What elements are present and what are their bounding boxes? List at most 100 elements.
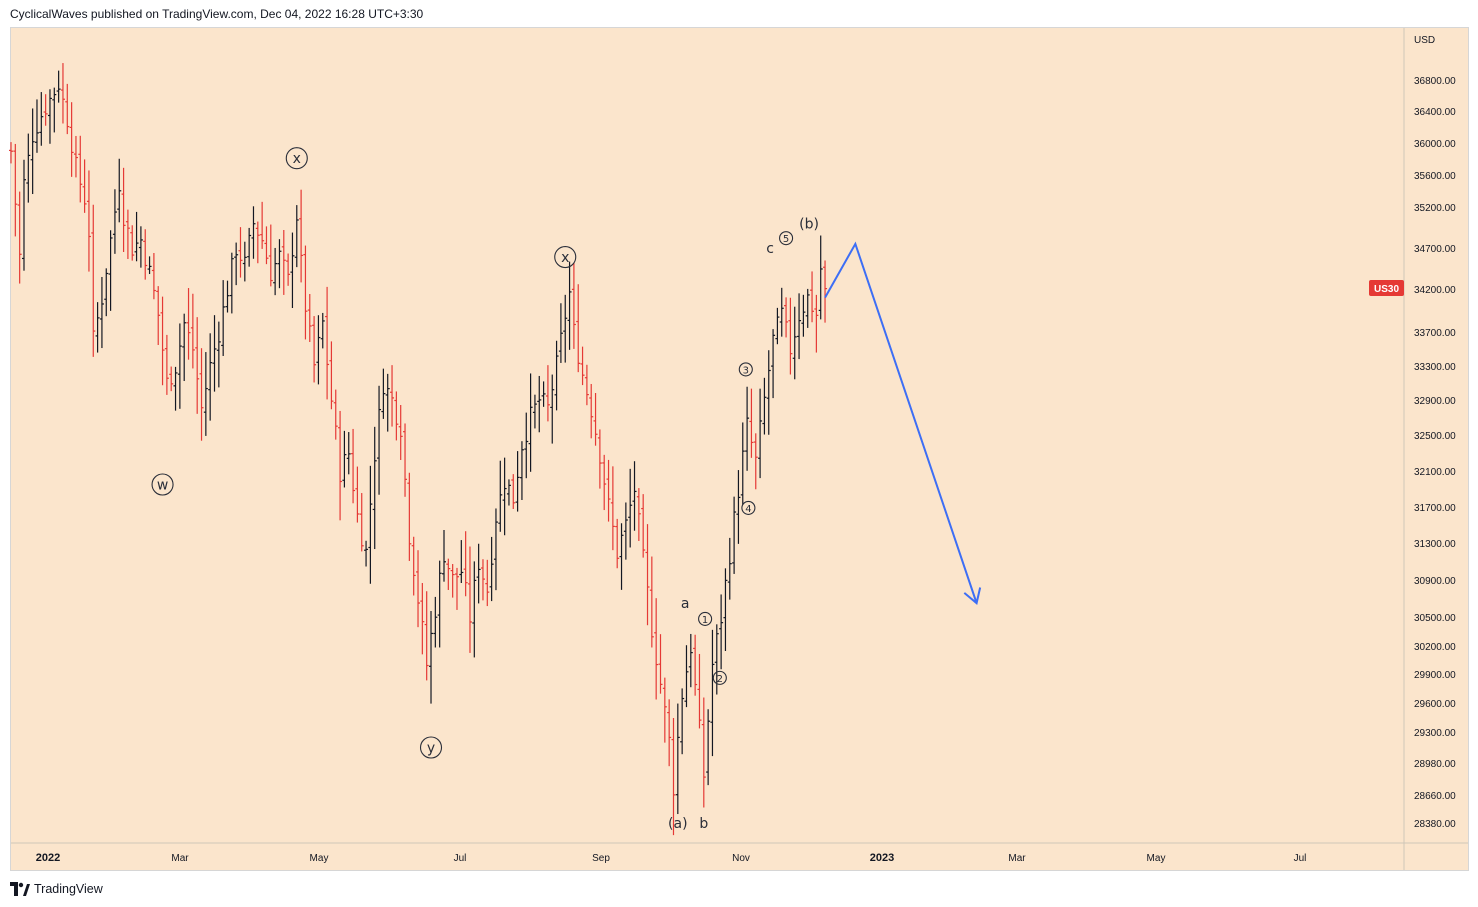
time-scale[interactable]: 2022 Mar May Jul Sep Nov 2023 Mar May Jul bbox=[36, 852, 1307, 864]
ohlc-bar bbox=[247, 227, 252, 267]
ohlc-bar bbox=[654, 598, 659, 700]
ohlc-bar bbox=[117, 158, 122, 223]
ohlc-bar bbox=[303, 245, 308, 340]
ohlc-bar bbox=[43, 94, 48, 126]
ohlc-bar bbox=[342, 430, 347, 488]
ohlc-bar bbox=[368, 465, 373, 584]
ohlc-bar bbox=[199, 348, 204, 441]
ohlc-bar bbox=[545, 365, 550, 422]
ohlc-bar bbox=[277, 239, 282, 289]
footer-brand[interactable]: TradingView bbox=[34, 882, 103, 896]
wave-label-text: 5 bbox=[783, 234, 789, 245]
y-tick-label: 36800.00 bbox=[1414, 76, 1456, 87]
ohlc-bar bbox=[485, 559, 490, 607]
ohlc-bar bbox=[251, 206, 256, 259]
ohlc-bar bbox=[186, 288, 191, 360]
ohlc-bar bbox=[264, 226, 269, 265]
ohlc-bar bbox=[493, 508, 498, 591]
ohlc-bar bbox=[554, 340, 559, 411]
wave-label: (a) bbox=[668, 816, 688, 832]
y-tick-label: 33300.00 bbox=[1414, 362, 1456, 373]
ohlc-bar bbox=[489, 536, 494, 602]
ohlc-bar bbox=[255, 221, 260, 264]
ohlc-bar bbox=[671, 718, 676, 836]
ohlc-bar bbox=[147, 256, 152, 275]
tradingview-logo-icon[interactable] bbox=[10, 882, 30, 896]
ohlc-bar bbox=[65, 83, 70, 135]
ohlc-bar bbox=[571, 263, 576, 349]
ohlc-bar bbox=[416, 550, 421, 628]
ohlc-bar bbox=[234, 242, 239, 286]
y-tick-label: 30200.00 bbox=[1414, 642, 1456, 653]
x-tick-label: May bbox=[310, 853, 329, 864]
y-tick-label: 29300.00 bbox=[1414, 728, 1456, 739]
ohlc-bar bbox=[463, 531, 468, 597]
y-tick-label: 36400.00 bbox=[1414, 107, 1456, 118]
ohlc-bar bbox=[740, 422, 745, 505]
ohlc-bar bbox=[675, 703, 680, 815]
wave-label-circle bbox=[738, 362, 753, 377]
ohlc-bar bbox=[99, 276, 104, 349]
ohlc-bar bbox=[524, 412, 529, 479]
wave-label-text: w bbox=[157, 478, 168, 494]
wave-label: c bbox=[766, 241, 774, 257]
ohlc-bar bbox=[779, 287, 784, 337]
ohlc-bar bbox=[39, 92, 44, 146]
ohlc-bar bbox=[528, 373, 533, 472]
ohlc-bar bbox=[502, 457, 507, 536]
ohlc-bar bbox=[125, 209, 130, 259]
ohlc-bar bbox=[151, 252, 156, 300]
ohlc-bar bbox=[688, 633, 693, 688]
ohlc-bar bbox=[476, 543, 481, 604]
wave-label-text: (a) bbox=[668, 816, 688, 832]
wave-label-text: 4 bbox=[745, 504, 751, 515]
symbol-badge-label: US30 bbox=[1374, 284, 1399, 295]
wave-label: x bbox=[554, 245, 577, 269]
ohlc-bar bbox=[346, 432, 351, 475]
y-tick-label: 28980.00 bbox=[1414, 759, 1456, 770]
ohlc-bar bbox=[706, 709, 711, 786]
wave-label: 4 bbox=[741, 500, 756, 515]
wave-label: y bbox=[419, 736, 443, 759]
ohlc-bar bbox=[602, 454, 607, 511]
ohlc-bar bbox=[801, 294, 806, 337]
chart-pane[interactable] bbox=[10, 27, 1469, 871]
projection-path bbox=[824, 241, 978, 604]
ohlc-bar bbox=[615, 518, 620, 569]
y-tick-label: 34700.00 bbox=[1414, 244, 1456, 255]
y-tick-label: 32500.00 bbox=[1414, 431, 1456, 442]
ohlc-bar bbox=[797, 293, 802, 360]
ohlc-bar bbox=[95, 302, 100, 353]
ohlc-bar bbox=[732, 496, 737, 574]
wave-label: 3 bbox=[738, 362, 753, 377]
ohlc-bar bbox=[701, 697, 706, 808]
wave-label-text: x bbox=[561, 250, 569, 266]
ohlc-bar bbox=[21, 159, 26, 271]
ohlc-bar bbox=[424, 591, 429, 681]
ohlc-bars bbox=[9, 63, 828, 836]
wave-label-text: 1 bbox=[702, 615, 708, 626]
ohlc-bar bbox=[810, 271, 815, 323]
ohlc-bar bbox=[290, 232, 295, 309]
price-scale[interactable]: USD 36800.00 36400.00 36000.00 35600.00 3520… bbox=[1414, 35, 1456, 830]
ohlc-bar bbox=[73, 135, 78, 178]
ohlc-bar bbox=[792, 306, 797, 380]
ohlc-bar bbox=[134, 211, 139, 262]
ohlc-bar bbox=[173, 366, 178, 411]
ohlc-bar bbox=[390, 365, 395, 427]
ohlc-bar bbox=[17, 191, 22, 284]
wave-label-circle bbox=[554, 245, 577, 269]
y-tick-label: 29600.00 bbox=[1414, 699, 1456, 710]
ohlc-bar bbox=[498, 460, 503, 532]
x-tick-label: Mar bbox=[171, 853, 189, 864]
ohlc-bar bbox=[69, 102, 74, 177]
ohlc-bar bbox=[437, 560, 442, 648]
wave-label: b bbox=[699, 816, 708, 832]
ohlc-bar bbox=[420, 582, 425, 655]
ohlc-bar bbox=[727, 537, 732, 600]
ohlc-bar bbox=[519, 441, 524, 500]
ohlc-bar bbox=[56, 70, 61, 103]
ohlc-bar bbox=[667, 699, 672, 767]
ohlc-bar bbox=[320, 312, 325, 349]
